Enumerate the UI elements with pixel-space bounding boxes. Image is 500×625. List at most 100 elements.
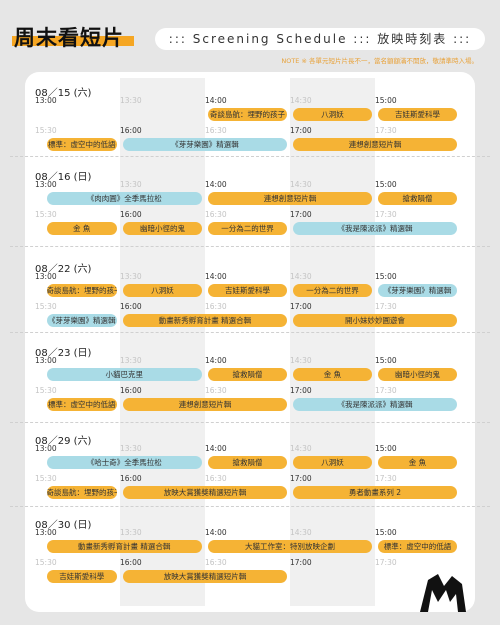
event-pill: 奇談島航：埋野的孩子	[46, 284, 117, 297]
time-label: 17:30	[375, 302, 397, 311]
time-label: 14:00	[205, 96, 227, 105]
time-label: 15:00	[375, 272, 397, 281]
event-pill: 連想創意短片輯	[123, 398, 287, 411]
time-label: 15:00	[375, 444, 397, 453]
column-shade	[290, 78, 375, 606]
time-label: 14:30	[290, 356, 312, 365]
time-label: 13:00	[35, 96, 57, 105]
time-label: 13:30	[120, 96, 142, 105]
day-date: 08／29 (六)	[35, 436, 92, 447]
time-label: 13:00	[35, 180, 57, 189]
time-label: 17:00	[290, 126, 312, 135]
event-pill: 動畫新秀孵育計畫 精選合輯	[123, 314, 287, 327]
time-label: 15:30	[35, 302, 57, 311]
event-pill: 標準：虛空中的低語	[46, 138, 117, 151]
time-label: 17:30	[375, 558, 397, 567]
time-label: 16:30	[205, 210, 227, 219]
time-label: 13:30	[120, 528, 142, 537]
day-date: 08／16 (日)	[35, 172, 92, 183]
time-label: 17:00	[290, 386, 312, 395]
time-label: 14:00	[205, 444, 227, 453]
event-pill: 奇談島航：埋野的孩子	[208, 108, 287, 121]
time-label: 16:00	[120, 302, 142, 311]
day-date: 08／22 (六)	[35, 264, 92, 275]
time-label: 16:00	[120, 558, 142, 567]
time-label: 15:30	[35, 386, 57, 395]
time-label: 15:00	[375, 180, 397, 189]
time-label: 14:00	[205, 356, 227, 365]
event-pill: 幽暗小徑的鬼	[378, 368, 457, 381]
time-label: 17:30	[375, 386, 397, 395]
time-label: 17:00	[290, 302, 312, 311]
event-pill: 幽暗小徑的鬼	[123, 222, 202, 235]
event-pill: 動畫新秀孵育計畫 精選合輯	[46, 540, 202, 553]
event-pill: 放映大賞獲獎精選短片輯	[123, 486, 287, 499]
time-label: 15:00	[375, 528, 397, 537]
time-label: 16:30	[205, 558, 227, 567]
time-label: 15:30	[35, 210, 57, 219]
time-label: 16:00	[120, 474, 142, 483]
time-label: 14:00	[205, 272, 227, 281]
day-separator	[10, 332, 490, 333]
time-label: 16:00	[120, 210, 142, 219]
note: NOTE ※ 各單元短片片長不一，當名額額滿不開放，敬請準時入場。	[281, 57, 478, 65]
time-label: 14:30	[290, 180, 312, 189]
page-title: 周末看短片	[14, 26, 124, 50]
event-pill: 《芽芽樂園》精選輯	[123, 138, 287, 151]
time-label: 16:30	[205, 302, 227, 311]
event-pill: 連想創意短片輯	[208, 192, 372, 205]
time-label: 17:30	[375, 210, 397, 219]
time-label: 13:00	[35, 444, 57, 453]
event-pill: 開小妹妙妙圓遊會	[293, 314, 457, 327]
time-label: 15:00	[375, 96, 397, 105]
time-label: 13:00	[35, 528, 57, 537]
time-label: 17:00	[290, 558, 312, 567]
time-label: 13:30	[120, 180, 142, 189]
time-label: 14:30	[290, 272, 312, 281]
day-separator	[10, 506, 490, 507]
event-pill: 金 魚	[378, 456, 457, 469]
time-label: 13:30	[120, 272, 142, 281]
time-label: 16:30	[205, 126, 227, 135]
event-pill: 吉娃斯愛科學	[378, 108, 457, 121]
event-pill: 連想創意短片輯	[293, 138, 457, 151]
day-date: 08／30 (日)	[35, 520, 92, 531]
event-pill: 《芽芽樂園》精選輯	[378, 284, 457, 297]
time-label: 17:30	[375, 126, 397, 135]
event-pill: 《哈士奇》全季馬拉松	[46, 456, 202, 469]
time-label: 14:00	[205, 180, 227, 189]
event-pill: 八洞妖	[293, 456, 372, 469]
event-pill: 八洞妖	[123, 284, 202, 297]
time-label: 16:00	[120, 126, 142, 135]
event-pill: 搶救隕僧	[378, 192, 457, 205]
event-pill: 搶救隕僧	[208, 368, 287, 381]
time-label: 13:00	[35, 356, 57, 365]
event-pill: 《我是陳派派》精選輯	[293, 222, 457, 235]
time-label: 17:30	[375, 474, 397, 483]
event-pill: 《芽芽樂園》精選輯	[46, 314, 117, 327]
time-label: 16:00	[120, 386, 142, 395]
event-pill: 《肉肉圓》全季馬拉松	[46, 192, 202, 205]
day-separator	[10, 422, 490, 423]
event-pill: 《我是陳派派》精選輯	[293, 398, 457, 411]
event-pill: 金 魚	[46, 222, 117, 235]
logo	[420, 574, 466, 612]
column-shade	[120, 78, 205, 606]
event-pill: 標準：虛空中的低語	[378, 540, 457, 553]
event-pill: 吉娃斯愛科學	[208, 284, 287, 297]
time-label: 14:30	[290, 96, 312, 105]
event-pill: 奇談島航：埋野的孩子	[46, 486, 117, 499]
day-date: 08／15 (六)	[35, 88, 92, 99]
time-label: 16:30	[205, 386, 227, 395]
time-label: 14:30	[290, 444, 312, 453]
time-label: 13:30	[120, 444, 142, 453]
event-pill: 八洞妖	[293, 108, 372, 121]
event-pill: 一分為二的世界	[208, 222, 287, 235]
event-pill: 一分為二的世界	[293, 284, 372, 297]
time-label: 14:00	[205, 528, 227, 537]
event-pill: 小貓巴克里	[46, 368, 202, 381]
day-separator	[10, 156, 490, 157]
time-label: 13:30	[120, 356, 142, 365]
time-label: 16:30	[205, 474, 227, 483]
